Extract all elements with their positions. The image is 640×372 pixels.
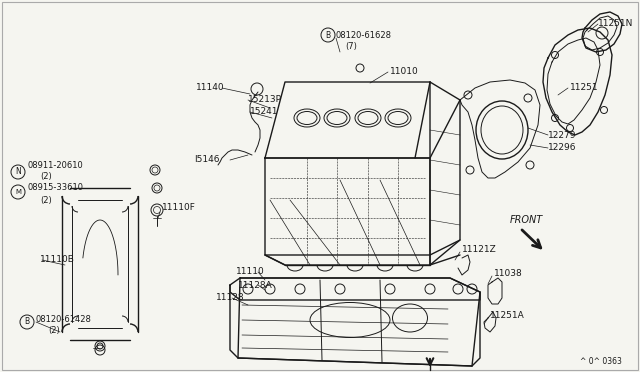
Text: FRONT: FRONT <box>510 215 543 225</box>
Text: 08915-33610: 08915-33610 <box>28 183 84 192</box>
Text: 11038: 11038 <box>494 269 523 279</box>
Text: 11140: 11140 <box>196 83 225 93</box>
Text: 12279: 12279 <box>548 131 577 140</box>
Text: B: B <box>325 31 331 39</box>
Text: 11110B: 11110B <box>40 256 75 264</box>
Text: 11251: 11251 <box>570 83 598 93</box>
Text: (7): (7) <box>345 42 357 51</box>
Text: I5146: I5146 <box>194 155 220 164</box>
Text: 11128A: 11128A <box>238 280 273 289</box>
Text: 11251A: 11251A <box>490 311 525 320</box>
Text: 11121Z: 11121Z <box>462 246 497 254</box>
Text: 15213P: 15213P <box>248 96 282 105</box>
Text: 15241: 15241 <box>250 108 278 116</box>
Text: N: N <box>15 167 21 176</box>
Text: 11010: 11010 <box>390 67 419 77</box>
Text: 11110: 11110 <box>236 267 265 276</box>
Text: (2): (2) <box>40 196 52 205</box>
Text: 08120-61428: 08120-61428 <box>35 315 91 324</box>
Text: ^ 0^ 0363: ^ 0^ 0363 <box>580 357 622 366</box>
Text: 12296: 12296 <box>548 144 577 153</box>
Text: 08120-61628: 08120-61628 <box>336 31 392 39</box>
Text: 11128: 11128 <box>216 294 244 302</box>
Text: M: M <box>15 189 21 195</box>
Text: (2): (2) <box>48 327 60 336</box>
Text: 11110F: 11110F <box>162 203 196 212</box>
Text: 11251N: 11251N <box>598 19 634 29</box>
Text: (2): (2) <box>40 171 52 180</box>
Text: 08911-20610: 08911-20610 <box>28 160 84 170</box>
Text: B: B <box>24 317 29 327</box>
